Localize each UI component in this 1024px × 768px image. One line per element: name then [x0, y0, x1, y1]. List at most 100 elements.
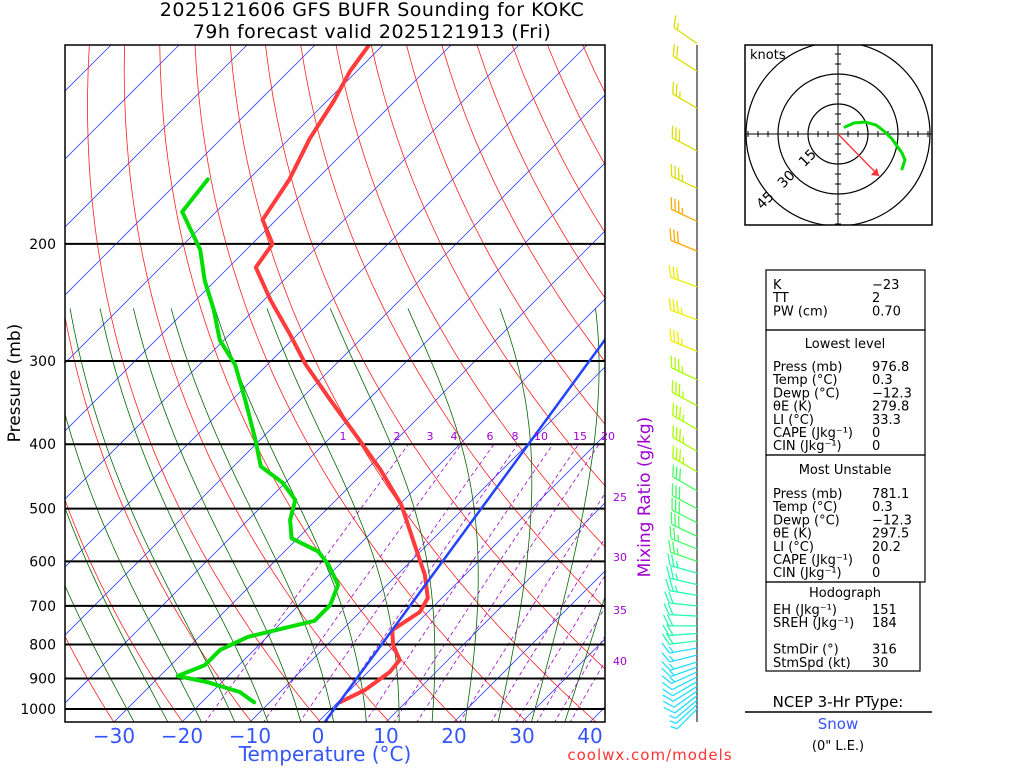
mixing-ratio-line [263, 443, 462, 722]
barb-half-flag [676, 548, 679, 555]
barb-staff [671, 208, 698, 222]
barb-staff [672, 436, 698, 452]
wind-barb [672, 81, 698, 109]
barb-staff [671, 494, 698, 510]
barb-flag [675, 447, 678, 460]
table-section-title: Most Unstable [799, 463, 892, 478]
barb-staff [669, 654, 698, 663]
isotherm-line [65, 94, 605, 636]
mixing-ratio-label: 15 [573, 430, 587, 443]
temperature-tick-label: 20 [441, 724, 466, 748]
barb-flag [679, 468, 682, 481]
barb-staff [672, 476, 698, 492]
barb-flag [669, 526, 672, 539]
barb-flag [662, 694, 674, 702]
index-value: 0 [872, 439, 880, 454]
temperature-tick-label: −30 [93, 724, 135, 748]
isotherm-line [65, 162, 605, 704]
footer-site: coolwx.com/models [567, 746, 732, 764]
dry-adiabat-line [65, 635, 115, 722]
temperature-tick-label: −10 [229, 724, 271, 748]
wind-barb [666, 566, 698, 586]
barb-flag [673, 15, 677, 28]
barb-staff [671, 175, 698, 189]
barb-half-flag [669, 677, 676, 683]
mixing-ratio-label: 2 [394, 430, 401, 443]
pressure-tick-label: 600 [29, 554, 56, 570]
barb-flag [675, 405, 678, 418]
dry-adiabat-line [65, 498, 184, 722]
barb-staff [670, 551, 698, 562]
profiles [175, 45, 605, 722]
ptype-title: NCEP 3-Hr PType: [773, 693, 904, 711]
index-value: 151 [872, 603, 897, 618]
wind-barb [662, 685, 698, 702]
moist-adiabat-line [170, 308, 335, 722]
index-label: Temp (°C) [772, 500, 838, 515]
wind-barb [662, 614, 697, 627]
barb-flag [679, 407, 682, 420]
barb-staff [673, 690, 698, 708]
barb-staff [676, 708, 698, 730]
barb-flag [666, 566, 671, 579]
mixing-ratio-label: 3 [427, 430, 434, 443]
barb-staff [672, 93, 698, 109]
wind-barb [673, 15, 698, 45]
dry-adiabat-line [300, 45, 605, 609]
wind-barb [662, 690, 698, 708]
mixing-ratio-labels: 1 2 3 4 6 8 10 15 20 25 30 35 40 [340, 430, 628, 668]
index-label: LI (°C) [773, 413, 814, 428]
index-label: K [773, 278, 782, 293]
index-value: 297.5 [872, 527, 909, 542]
index-value: 20.2 [872, 540, 901, 555]
barb-flag [676, 231, 680, 244]
barb-half-flag [669, 670, 675, 676]
mixing-ratio-label: 10 [534, 430, 548, 443]
mixing-ratio-line [204, 443, 409, 722]
barb-staff [670, 537, 698, 550]
index-value: −12.3 [872, 386, 912, 401]
barb-staff [670, 239, 698, 252]
wind-barb [667, 553, 698, 574]
barb-half-flag [669, 714, 676, 719]
ptype-value: Snow [818, 715, 858, 733]
barb-half-flag [680, 307, 683, 315]
mixing-ratio-line [490, 537, 605, 722]
hodograph-units: knots [750, 48, 786, 63]
barb-flag [672, 403, 675, 416]
storm-motion-vector [837, 133, 880, 177]
mixing-ratio-line [416, 443, 600, 722]
mixing-ratio-label: 25 [613, 491, 627, 504]
barb-flag [667, 553, 671, 566]
pressure-tick-label: 300 [29, 354, 56, 370]
title-line1: 2025121606 GFS BUFR Sounding for KOKC [160, 0, 584, 21]
barb-staff [669, 589, 698, 597]
isobars [65, 242, 605, 710]
barb-staff [675, 699, 698, 719]
index-value: 33.3 [872, 413, 901, 428]
index-value: 316 [872, 643, 897, 658]
x-axis-label: Temperature (°C) [238, 742, 412, 766]
indices-box [765, 269, 926, 331]
plot-frame [64, 44, 606, 723]
barb-staff [673, 26, 698, 45]
barb-staff [672, 55, 698, 72]
moist-adiabat-line [65, 584, 135, 722]
index-label: Press (mb) [773, 487, 842, 502]
barb-staff [669, 564, 698, 574]
index-label: θE (K) [773, 400, 812, 415]
barb-staff [669, 632, 698, 637]
wind-barb [661, 671, 698, 685]
pressure-tick-label: 200 [29, 237, 56, 253]
temperature-tick-label: −20 [161, 724, 203, 748]
barb-flag [666, 624, 674, 636]
barb-flag [662, 688, 674, 697]
index-value: 0 [872, 566, 880, 581]
barb-flag [665, 578, 671, 591]
wind-barb [668, 297, 698, 321]
barb-half-flag [670, 726, 678, 730]
isotherm-line [65, 45, 452, 432]
barb-flag [662, 624, 670, 636]
barb-staff [671, 523, 698, 537]
barb-flag [661, 633, 670, 645]
